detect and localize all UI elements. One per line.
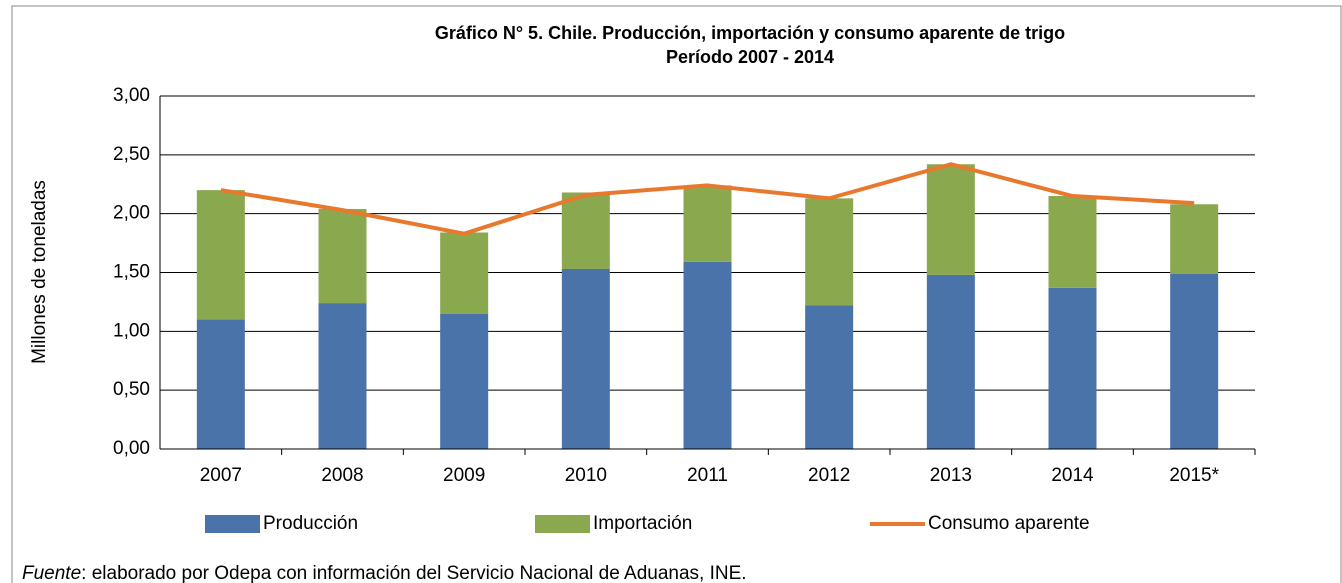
bar <box>926 274 975 449</box>
bar <box>683 261 732 449</box>
legend-swatch <box>535 515 590 533</box>
x-tick-label: 2008 <box>321 465 363 486</box>
y-tick-label: 1,50 <box>113 262 150 283</box>
legend-label: Consumo aparente <box>928 513 1090 534</box>
y-tick-label: 0,50 <box>113 379 150 400</box>
bar <box>805 198 854 306</box>
bar <box>196 190 245 320</box>
y-tick-label: 2,00 <box>113 203 150 224</box>
bar <box>561 192 610 269</box>
source-text: : elaborado por Odepa con información de… <box>81 563 746 583</box>
chart-subtitle: Período 2007 - 2014 <box>666 47 834 67</box>
legend-swatch <box>205 515 260 533</box>
bar <box>318 303 367 449</box>
bar <box>440 232 489 314</box>
legend-label: Importación <box>593 513 692 534</box>
source-note: Fuente: elaborado por Odepa con informac… <box>22 563 747 583</box>
y-axis-label: Millones de toneladas <box>29 180 50 364</box>
x-tick-label: 2014 <box>1051 465 1094 486</box>
bar <box>683 185 732 262</box>
source-label: Fuente <box>22 563 81 583</box>
x-tick-label: 2010 <box>565 465 607 486</box>
x-tick-label: 2013 <box>930 465 972 486</box>
y-tick-label: 1,00 <box>113 320 150 341</box>
bar <box>926 164 975 275</box>
bar <box>1048 287 1097 449</box>
bar <box>1170 273 1219 449</box>
line <box>220 162 1195 236</box>
bar <box>196 319 245 449</box>
legend-label: Producción <box>263 513 358 534</box>
x-tick-label: 2012 <box>808 465 850 486</box>
y-tick-label: 3,00 <box>113 85 150 106</box>
bar <box>1048 196 1097 288</box>
chart-title: Gráfico N° 5. Chile. Producción, importa… <box>435 23 1065 43</box>
bar <box>561 268 610 449</box>
x-tick-label: 2009 <box>443 465 485 486</box>
y-tick-label: 2,50 <box>113 144 150 165</box>
bar <box>805 305 854 449</box>
x-tick-label: 2015* <box>1169 465 1219 486</box>
x-tick-label: 2007 <box>200 465 242 486</box>
bar <box>1170 204 1219 274</box>
bar <box>318 208 367 304</box>
y-tick-label: 0,00 <box>113 438 150 459</box>
x-tick-label: 2011 <box>687 465 728 486</box>
bar <box>440 313 489 449</box>
